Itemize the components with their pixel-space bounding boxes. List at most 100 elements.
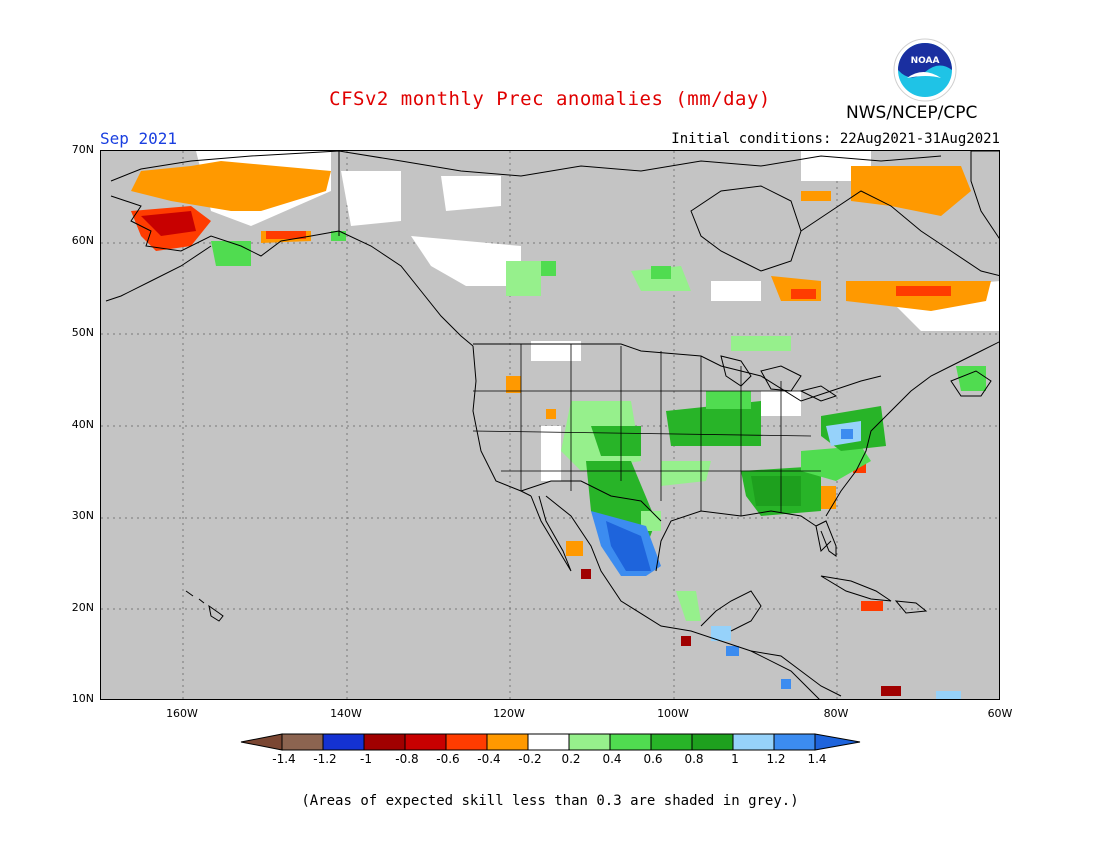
patch-dry (566, 541, 583, 556)
precip-anomaly-map (100, 150, 1000, 700)
patch-wet (676, 591, 701, 621)
map-svg (101, 151, 999, 699)
skill-note: (Areas of expected skill less than 0.3 a… (301, 793, 799, 809)
colorbar-swatch (732, 733, 775, 751)
arctic-coast (338, 151, 942, 177)
us-mexico-border (520, 480, 662, 522)
us-west-coast (472, 345, 532, 497)
patch-very-wet (781, 679, 791, 689)
yucatan (700, 590, 762, 632)
coastlines (105, 151, 999, 699)
alaska-coast (110, 151, 340, 257)
patch-dry (141, 211, 196, 236)
patch-dry (861, 601, 883, 611)
mexico-west (545, 495, 820, 699)
patch-very-wet (606, 521, 651, 571)
colorbar-label: -0.6 (436, 752, 460, 766)
lon-label: 100W (657, 707, 689, 720)
newfoundland (950, 370, 992, 397)
baja (530, 495, 572, 572)
colorbar-label: 0.8 (684, 752, 704, 766)
patch-dry (506, 376, 521, 393)
patch-wet (841, 429, 853, 439)
lon-label: 140W (330, 707, 362, 720)
colorbar-label: 1.4 (807, 752, 827, 766)
patch-wet (211, 241, 251, 266)
patch-wet (731, 336, 791, 351)
patch-near-normal (531, 341, 581, 361)
lat-label: 70N (71, 143, 94, 156)
colorbar-swatch (773, 733, 816, 751)
central-america (750, 650, 842, 697)
colorbar-label: -0.4 (477, 752, 501, 766)
patch-wet (506, 261, 541, 296)
chart-title: CFSv2 monthly Prec anomalies (mm/day) (329, 88, 771, 110)
colorbar-label: -0.2 (518, 752, 542, 766)
lon-label: 120W (493, 707, 525, 720)
patch-dry (266, 231, 306, 239)
lat-label: 50N (71, 326, 94, 339)
patch-dry (881, 686, 901, 696)
patch-wet (711, 626, 731, 641)
labrador (800, 190, 999, 277)
patch-dry (546, 409, 556, 419)
patch-wet (541, 261, 556, 276)
patch-dry (581, 569, 591, 579)
colorbar-swatch (445, 733, 488, 751)
anomaly-patches (131, 151, 999, 699)
noaa-logo: NOAA (893, 38, 957, 102)
east-coast (825, 341, 999, 517)
colorbar-swatch (527, 733, 570, 751)
cuba (820, 575, 892, 602)
colorbar-swatch (650, 733, 693, 751)
colorbar-swatch (814, 733, 861, 751)
svg-text:NOAA: NOAA (911, 56, 940, 66)
patch-near-normal (411, 236, 521, 286)
great-lakes (720, 355, 838, 402)
colorbar-swatch (322, 733, 365, 751)
patch-very-wet (936, 691, 961, 699)
florida (815, 520, 837, 557)
lat-label: 40N (71, 418, 94, 431)
patch-near-normal (441, 176, 501, 211)
hudson-bay (690, 185, 802, 272)
patch-dry (681, 636, 691, 646)
colorbar-label: 1.2 (766, 752, 786, 766)
colorbar (240, 733, 861, 751)
patch-wet (801, 446, 871, 481)
lat-label: 30N (71, 509, 94, 522)
colorbar-swatch (363, 733, 406, 751)
forecast-month: Sep 2021 (100, 129, 178, 148)
colorbar-label: 0.6 (643, 752, 663, 766)
colorbar-label: -1.4 (272, 752, 296, 766)
hawaii (185, 590, 224, 622)
colorbar-swatch (486, 733, 529, 751)
lon-label: 160W (166, 707, 198, 720)
alaska-peninsula (105, 245, 212, 302)
colorbar-label: -1.2 (313, 752, 337, 766)
lat-label: 20N (71, 601, 94, 614)
colorbar-swatch (404, 733, 447, 751)
colorbar-label: 0.4 (602, 752, 622, 766)
patch-dry (896, 286, 951, 296)
patch-very-wet (726, 646, 739, 656)
colorbar-swatch (281, 733, 324, 751)
lon-label: 60W (987, 707, 1013, 720)
lon-label: 80W (823, 707, 849, 720)
patch-near-normal (711, 281, 761, 301)
patch-near-normal (341, 171, 401, 226)
patch-wet (651, 266, 671, 279)
initial-conditions: Initial conditions: 22Aug2021-31Aug2021 (671, 131, 1000, 147)
colorbar-swatch (568, 733, 611, 751)
state-borders (472, 344, 821, 516)
gulf-coast (655, 510, 832, 572)
hispaniola (894, 600, 928, 614)
patch-wet (706, 391, 751, 409)
patch-dry (851, 166, 971, 216)
patch-dry (801, 191, 831, 201)
patch-near-normal (541, 426, 561, 481)
patch-wet (956, 366, 986, 391)
patch-dry (131, 161, 331, 211)
canada-west-coast (338, 230, 474, 347)
colorbar-label: 1 (731, 752, 739, 766)
